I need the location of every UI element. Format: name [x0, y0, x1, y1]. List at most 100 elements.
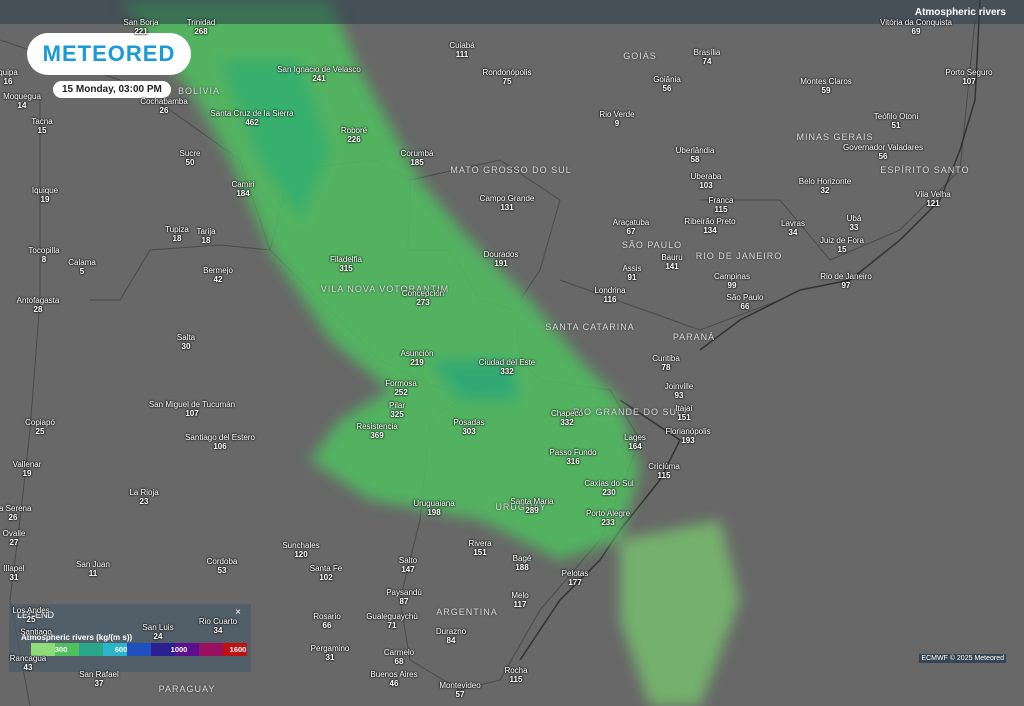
- city-name: Santiago: [20, 627, 52, 637]
- date-badge[interactable]: 15 Monday, 03:00 PM: [53, 81, 171, 98]
- city-label: Moquegua 14: [3, 92, 41, 110]
- city-label: Tocopilla 8: [28, 246, 59, 264]
- city-value: 151: [473, 548, 487, 557]
- city-name: Caxias do Sul: [584, 479, 634, 488]
- city-label: San Rafael 37: [79, 670, 119, 688]
- city-name: Tocopilla: [28, 246, 60, 255]
- city-name: La Rioja: [129, 488, 159, 497]
- city-name: Porto Seguro: [945, 68, 993, 77]
- close-button[interactable]: ×: [235, 607, 241, 618]
- city-name: Juiz de Fora: [819, 236, 865, 245]
- city-name: Corumbá: [400, 149, 434, 158]
- city-name: San Ignacio de Velasco: [277, 65, 361, 74]
- legend-label: Atmospheric rivers (kg/(m s)): [21, 633, 133, 642]
- city-name: Rivera: [468, 539, 492, 548]
- city-value: 18: [172, 234, 182, 243]
- logo[interactable]: METEORED: [27, 33, 191, 75]
- city-label: Santa Cruz de la Sierra 462: [210, 109, 293, 127]
- city-label: Illapel 31: [4, 564, 25, 582]
- city-label: Vallenar 19: [13, 460, 42, 478]
- city-value: 230: [602, 488, 616, 497]
- city-label: San Borja 221: [123, 18, 158, 36]
- city-value: 66: [740, 302, 750, 311]
- city-label: Montevideo 57: [439, 681, 480, 699]
- city-value: 56: [662, 84, 672, 93]
- city-name: Durazno: [435, 627, 467, 636]
- city-name: Filadelfia: [329, 255, 363, 264]
- city-label: Calama 5: [68, 258, 96, 276]
- city-name: Copiapó: [25, 418, 55, 427]
- city-name: Vallenar: [12, 460, 42, 469]
- city-value: 43: [23, 663, 33, 672]
- region-label: PARAGUAY: [158, 684, 216, 694]
- city-label: Santa Fe 102: [310, 564, 342, 582]
- city-value: 19: [22, 469, 32, 478]
- city-label: Teófilo Otoni 51: [874, 112, 918, 130]
- city-label: Posadas 303: [453, 418, 484, 436]
- city-name: Tupiza: [165, 225, 189, 234]
- city-value: 289: [525, 506, 539, 515]
- city-name: Teófilo Otoni: [873, 112, 919, 121]
- city-label: Uberlândia 58: [676, 146, 715, 164]
- city-value: 74: [702, 57, 712, 66]
- city-name: Carmelo: [383, 648, 415, 657]
- city-label: Itajaí 151: [675, 404, 692, 422]
- city-label: Passo Fundo 316: [549, 448, 596, 466]
- city-label: Copiapó 25: [25, 418, 55, 436]
- city-name: Joinville: [664, 382, 694, 391]
- city-label: Franca 115: [709, 196, 734, 214]
- coastline: [699, 0, 981, 351]
- scale-label: 1000: [170, 645, 188, 654]
- city-value: 23: [139, 497, 149, 506]
- city-value: 24: [153, 632, 163, 641]
- city-value: 19: [40, 195, 50, 204]
- city-name: Sucre: [179, 149, 201, 158]
- city-name: Los Andes: [12, 606, 50, 615]
- city-name: Campo Grande: [479, 194, 535, 203]
- city-value: 5: [79, 267, 85, 276]
- region-label: RIO DE JANEIRO: [695, 251, 783, 261]
- city-label: Pelotas 177: [562, 569, 589, 587]
- city-value: 31: [9, 573, 19, 582]
- city-value: 117: [513, 600, 527, 609]
- city-name: Bagé: [512, 554, 532, 563]
- city-name: Camiri: [231, 180, 255, 189]
- city-value: 99: [727, 281, 737, 290]
- city-value: 15: [37, 126, 47, 135]
- city-label: Lavras 34: [781, 219, 805, 237]
- city-value: 16: [3, 77, 13, 86]
- city-value: 106: [213, 442, 227, 451]
- city-value: 26: [159, 106, 169, 115]
- region-label: SANTA CATARINA: [545, 322, 635, 332]
- city-value: 219: [410, 358, 424, 367]
- copyright: ECMWF © 2025 Meteored: [919, 654, 1006, 663]
- city-name: Itajaí: [675, 404, 693, 413]
- city-value: 193: [681, 436, 695, 445]
- region-label: GOIÁS: [623, 51, 657, 61]
- city-label: Filadelfia 315: [330, 255, 362, 273]
- city-name: Pergamino: [310, 644, 350, 653]
- city-label: Vila Velha 121: [915, 190, 950, 208]
- city-name: Tarija: [196, 227, 216, 236]
- city-label: Concepción 273: [402, 289, 444, 307]
- city-label: Iquique 19: [32, 186, 58, 204]
- city-value: 198: [427, 508, 441, 517]
- city-value: 84: [446, 636, 456, 645]
- city-name: Bermejo: [203, 266, 233, 275]
- city-value: 273: [416, 298, 430, 307]
- city-value: 26: [8, 513, 18, 522]
- city-name: Ubá: [846, 214, 862, 223]
- top-bar: Atmospheric rivers: [0, 0, 1024, 24]
- region-label: ARGENTINA: [436, 607, 498, 617]
- city-value: 58: [690, 155, 700, 164]
- city-value: 102: [319, 573, 333, 582]
- city-label: Los Andes 25: [12, 606, 49, 624]
- city-name: Gualeguaychú: [366, 612, 418, 621]
- city-value: 66: [322, 621, 332, 630]
- city-label: San Ignacio de Velasco 241: [277, 65, 361, 83]
- layer-title[interactable]: Atmospheric rivers: [914, 7, 1006, 18]
- city-name: Resistencia: [356, 422, 398, 431]
- city-name: Trinidad: [186, 18, 216, 27]
- city-value: 115: [657, 471, 671, 480]
- city-value: 53: [217, 566, 227, 575]
